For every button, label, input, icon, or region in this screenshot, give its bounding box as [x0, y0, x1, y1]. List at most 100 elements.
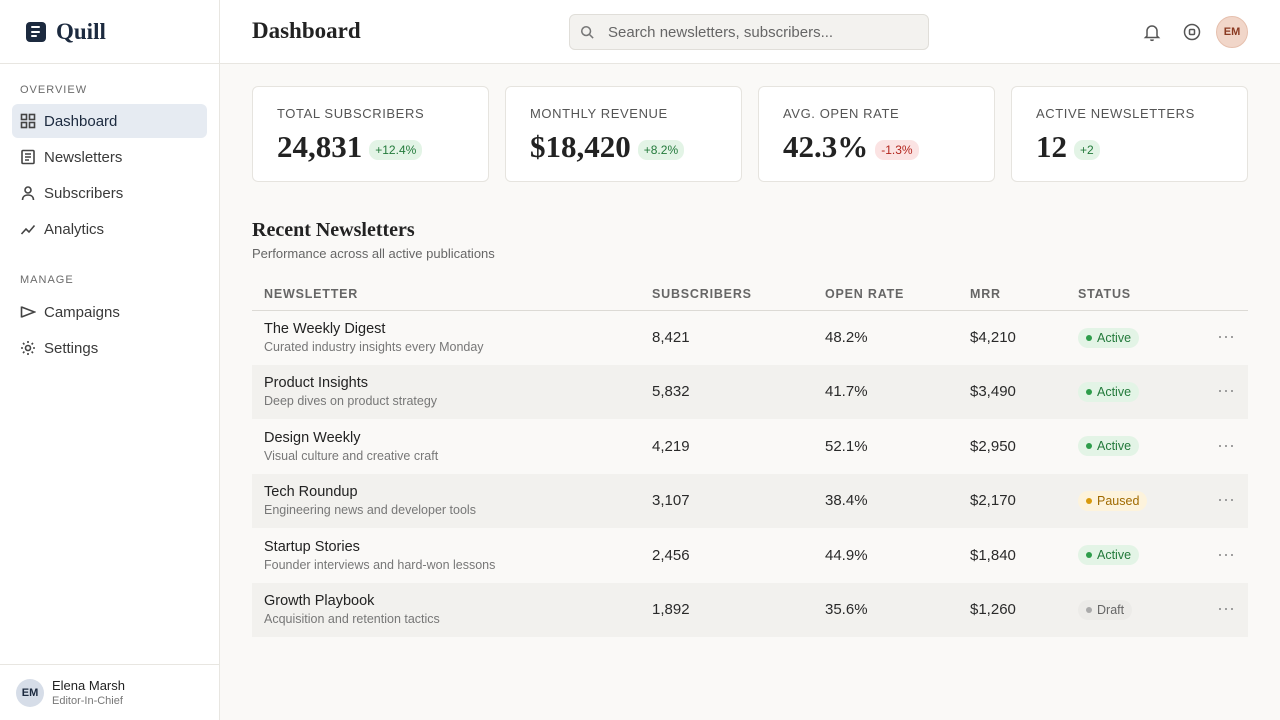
- table-row[interactable]: Growth Playbook Acquisition and retention…: [252, 582, 1248, 637]
- table-row[interactable]: Product Insights Deep dives on product st…: [252, 364, 1248, 419]
- section-label: OVERVIEW: [20, 84, 88, 96]
- stat-value: 24,831: [277, 129, 363, 164]
- mrr-cell: $1,260: [970, 582, 1078, 637]
- open-rate-cell: 41.7%: [825, 364, 970, 419]
- row-menu[interactable]: ⋯: [1188, 582, 1248, 637]
- mrr-cell: $1,840: [970, 546, 1016, 564]
- table-body: The Weekly Digest Curated industry insigh…: [252, 310, 1248, 637]
- newsletter-description: Acquisition and retention tactics: [264, 612, 440, 627]
- open-rate-cell: 44.9%: [825, 546, 868, 564]
- newsletter-name: Startup Stories: [264, 538, 360, 555]
- user-avatar: EM: [16, 678, 44, 707]
- newsletter-description: Curated industry insights every Monday: [264, 340, 484, 354]
- user-role: Editor-In-Chief: [52, 695, 123, 707]
- stat-card: ACTIVE NEWSLETTERS 12 +2: [1011, 86, 1248, 182]
- nav-label: Newsletters: [44, 148, 123, 166]
- brand-name: Quill: [56, 18, 106, 44]
- table-header: NEWSLETTER SUBSCRIBERS OPEN RATE MRR STA…: [252, 278, 1248, 311]
- table-row[interactable]: The Weekly Digest Curated industry insigh…: [252, 310, 1248, 365]
- column-header: SUBSCRIBERS: [652, 278, 825, 311]
- nav-item[interactable]: Newsletters: [12, 140, 207, 174]
- nav-item[interactable]: Analytics: [12, 212, 207, 246]
- column-header: STATUS: [1078, 278, 1188, 311]
- mrr-cell: $4,210: [970, 329, 1016, 346]
- stat-delta: +2: [1074, 140, 1100, 160]
- column-header: OPEN RATE: [825, 278, 970, 311]
- table-row[interactable]: Design Weekly Visual culture and creative…: [252, 419, 1248, 474]
- newsletter-name: Growth Playbook: [264, 593, 375, 610]
- section-title: Recent Newsletters: [252, 219, 415, 241]
- stat-label: TOTAL SUBSCRIBERS: [277, 106, 425, 121]
- search-placeholder: Search newsletters, subscribers...: [608, 23, 834, 41]
- stat-label: MONTHLY REVENUE: [530, 106, 668, 121]
- subscribers-cell: 5,832: [652, 364, 825, 419]
- search-box[interactable]: Search newsletters, subscribers...: [569, 14, 929, 50]
- section-subtitle: Performance across all active publicatio…: [252, 246, 495, 261]
- stat-card: MONTHLY REVENUE $18,420 +8.2%: [505, 86, 742, 182]
- help-button[interactable]: [1182, 22, 1202, 42]
- status-badge: Active: [1078, 545, 1140, 566]
- nav-label: Settings: [44, 339, 99, 357]
- subscribers-cell: 8,421: [652, 329, 690, 346]
- stat-delta: +12.4%: [369, 140, 423, 160]
- status-badge: Active: [1078, 381, 1140, 402]
- mrr-cell: $3,490: [970, 364, 1078, 419]
- nav-item[interactable]: Subscribers: [12, 176, 207, 210]
- row-menu[interactable]: ⋯: [1188, 473, 1248, 528]
- nav-label: Dashboard: [44, 112, 118, 130]
- status-text: Draft: [1097, 602, 1125, 617]
- row-menu[interactable]: ⋯: [1217, 435, 1236, 456]
- status-text: Paused: [1097, 493, 1140, 508]
- mrr-cell: $2,950: [970, 437, 1016, 455]
- column-header: NEWSLETTER: [252, 278, 652, 311]
- newsletter-name: The Weekly Digest: [264, 321, 386, 337]
- nav-item[interactable]: Dashboard: [12, 104, 207, 138]
- status-badge: Paused: [1078, 490, 1148, 511]
- nav-item[interactable]: Campaigns: [12, 295, 207, 329]
- user-profile[interactable]: EM Elena Marsh Editor-In-Chief: [0, 664, 219, 720]
- notifications-button[interactable]: [1142, 22, 1162, 42]
- open-rate-cell: 38.4%: [825, 473, 970, 528]
- status-text: Active: [1097, 330, 1132, 345]
- table-row[interactable]: Startup Stories Founder interviews and ha…: [252, 528, 1248, 583]
- row-menu[interactable]: ⋯: [1188, 364, 1248, 419]
- section-label: MANAGE: [20, 274, 74, 286]
- newsletter-name: Design Weekly: [264, 429, 361, 446]
- subscribers-cell: 1,892: [652, 582, 825, 637]
- status-badge: Active: [1078, 436, 1140, 457]
- stat-value: 12: [1036, 129, 1067, 164]
- table-row[interactable]: Tech Roundup Engineering news and develop…: [252, 473, 1248, 528]
- mrr-cell: $2,170: [970, 473, 1078, 528]
- subscribers-cell: 3,107: [652, 473, 825, 528]
- stat-delta: +8.2%: [637, 140, 685, 160]
- nav-label: Subscribers: [44, 184, 124, 202]
- open-rate-cell: 48.2%: [825, 329, 868, 346]
- stat-label: ACTIVE NEWSLETTERS: [1036, 106, 1195, 121]
- newsletter-name: Product Insights: [264, 375, 368, 392]
- stat-value: $18,420: [530, 129, 631, 164]
- header-avatar[interactable]: EM: [1216, 16, 1248, 48]
- nav-item[interactable]: Settings: [12, 331, 207, 365]
- row-menu[interactable]: ⋯: [1217, 327, 1236, 347]
- stat-delta: -1.3%: [875, 140, 919, 160]
- subscribers-cell: 4,219: [652, 437, 690, 455]
- stat-value: 42.3%: [783, 129, 869, 164]
- column-header: MRR: [970, 278, 1078, 311]
- page-title: Dashboard: [252, 18, 361, 43]
- status-badge: Draft: [1078, 599, 1133, 620]
- newsletter-name: Tech Roundup: [264, 484, 358, 501]
- newsletter-table: NEWSLETTER SUBSCRIBERS OPEN RATE MRR STA…: [252, 278, 1248, 637]
- open-rate-cell: 35.6%: [825, 582, 970, 637]
- status-badge: Active: [1078, 327, 1140, 348]
- newsletter-description: Engineering news and developer tools: [264, 503, 476, 518]
- row-menu[interactable]: ⋯: [1217, 544, 1236, 565]
- header: Dashboard Search newsletters, subscriber…: [220, 0, 1280, 64]
- brand[interactable]: Quill: [0, 0, 219, 64]
- brand-logo: [26, 21, 46, 42]
- subscribers-cell: 2,456: [652, 546, 690, 564]
- nav-label: Campaigns: [44, 303, 120, 321]
- open-rate-cell: 52.1%: [825, 437, 868, 455]
- stat-card: TOTAL SUBSCRIBERS 24,831 +12.4%: [252, 86, 489, 182]
- status-text: Active: [1097, 548, 1132, 563]
